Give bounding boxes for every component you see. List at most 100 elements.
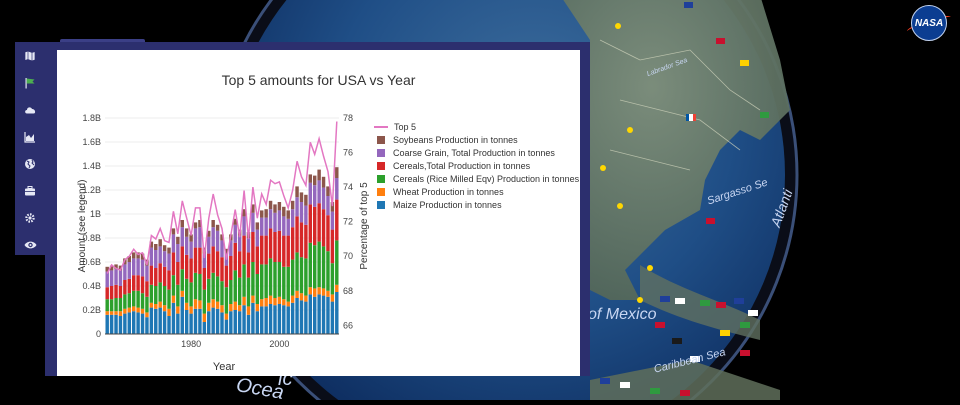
- bar-segment-soybeans: [264, 209, 268, 218]
- legend-item-coarse-grain[interactable]: Coarse Grain, Total Production in tonnes: [373, 146, 579, 159]
- bar-segment-cereals-rice: [149, 284, 154, 303]
- bar-segment-coarse-grain: [251, 212, 255, 232]
- bar-segment-cereals-rice: [229, 280, 233, 304]
- bar-segment-coarse-grain: [176, 244, 180, 262]
- legend-item-wheat[interactable]: Wheat Production in tonnes: [373, 185, 579, 198]
- chart-svg[interactable]: 0 0.2B 0.4B 0.6B 0.8B 1B 1.2B 1.4B 1.6B 1.8B 66 68 7…: [57, 50, 580, 376]
- bar-segment-maize: [335, 292, 339, 334]
- y-tick-label: 0.6B: [82, 257, 101, 267]
- bar-segment-cereals-total: [290, 227, 295, 260]
- legend-item-soybeans[interactable]: Soybeans Production in tonnes: [373, 133, 579, 146]
- bar-segment-coarse-grain: [154, 250, 158, 268]
- panel-drag-tab[interactable]: [60, 39, 145, 44]
- bar-segment-maize: [154, 308, 158, 334]
- bar-segment-maize: [109, 314, 114, 334]
- bar-segment-maize: [251, 302, 255, 334]
- sidebar-item-globe[interactable]: [22, 156, 38, 172]
- sidebar-item-cloud[interactable]: [22, 102, 38, 118]
- y2-tick-label: 72: [343, 217, 353, 227]
- bar-segment-soybeans: [220, 234, 224, 241]
- legend-swatch-coarse-grain: [377, 148, 385, 157]
- bar-segment-maize: [184, 310, 189, 334]
- bar-segment-coarse-grain: [304, 205, 308, 225]
- bar-segment-soybeans: [224, 248, 229, 254]
- bar-segment-cereals-total: [277, 230, 282, 262]
- bar-segment-cereals-total: [317, 203, 321, 242]
- bar-segment-coarse-grain: [189, 241, 193, 259]
- chart-container[interactable]: Top 5 amounts for USA vs Year 0 0.2B 0.4B 0…: [57, 50, 580, 376]
- bar-segment-maize: [114, 314, 118, 334]
- bar-segment-soybeans: [109, 265, 114, 271]
- y2-tick-label: 66: [343, 320, 353, 330]
- sidebar-item-briefcase[interactable]: [22, 183, 38, 199]
- bar-segment-maize: [140, 313, 145, 334]
- legend-item-maize[interactable]: Maize Production in tonnes: [373, 198, 579, 211]
- bar-segment-cereals-rice: [127, 293, 132, 308]
- bar-segment-coarse-grain: [273, 212, 277, 232]
- bar-segment-cereals-rice: [105, 299, 109, 312]
- bar-segment-maize: [312, 296, 317, 334]
- bar-segment-maize: [255, 311, 260, 334]
- bar-segment-soybeans: [215, 224, 220, 231]
- bar-segment-cereals-total: [198, 247, 202, 274]
- bar-segment-soybeans: [299, 192, 304, 202]
- bar-segment-cereals-total: [233, 242, 237, 271]
- sidebar-item-flag[interactable]: [22, 75, 38, 91]
- bar-segment-cereals-total: [162, 266, 167, 286]
- bar-segment-soybeans: [176, 236, 180, 244]
- legend-item-cereals-rice[interactable]: Cereals (Rice Milled Eqv) Production in …: [373, 172, 579, 185]
- bar-segment-wheat: [131, 306, 136, 312]
- bar-segment-cereals-total: [211, 246, 215, 273]
- bar-segment-coarse-grain: [233, 224, 237, 243]
- bar-segment-coarse-grain: [123, 264, 127, 280]
- bar-segment-wheat: [246, 306, 251, 315]
- bar-segment-maize: [131, 311, 136, 334]
- area-chart-icon: [24, 132, 35, 143]
- bar-segment-coarse-grain: [312, 185, 317, 207]
- sidebar-item-area-chart[interactable]: [22, 129, 38, 145]
- bar-segment-wheat: [229, 304, 233, 312]
- bar-segment-wheat: [184, 302, 189, 310]
- bar-segment-wheat: [326, 290, 330, 297]
- bar-segment-cereals-rice: [255, 274, 260, 304]
- sidebar-item-map[interactable]: [22, 48, 38, 64]
- bar-segment-cereals-rice: [180, 269, 184, 291]
- bar-segment-maize: [286, 306, 290, 334]
- legend-item-cereals-total[interactable]: Cereals,Total Production in tonnes: [373, 159, 579, 172]
- y2-tick-label: 70: [343, 251, 353, 261]
- bar-segment-cereals-rice: [286, 266, 290, 302]
- bar-segment-coarse-grain: [109, 270, 114, 286]
- bar-segment-maize: [282, 305, 286, 334]
- globe-icon: [25, 159, 35, 169]
- legend-label-cereals-rice: Cereals (Rice Milled Eqv) Production in …: [393, 173, 580, 184]
- briefcase-icon: [25, 186, 35, 196]
- bar-segment-coarse-grain: [237, 235, 242, 252]
- bar-segment-soybeans: [131, 252, 136, 259]
- bar-segment-coarse-grain: [317, 180, 321, 204]
- bar-segment-coarse-grain: [158, 246, 162, 264]
- bar-segment-cereals-rice: [268, 258, 273, 296]
- bar-segment-coarse-grain: [167, 253, 171, 271]
- y2-tick-label: 68: [343, 286, 353, 296]
- bar-segment-wheat: [158, 301, 162, 308]
- bar-segment-coarse-grain: [326, 196, 330, 216]
- legend-item-top5[interactable]: Top 5: [373, 120, 579, 133]
- bar-segment-coarse-grain: [229, 240, 233, 256]
- y-tick-label: 0.2B: [82, 305, 101, 315]
- bar-segment-coarse-grain: [207, 236, 211, 254]
- legend-label-soybeans: Soybeans Production in tonnes: [393, 134, 518, 145]
- bar-segment-soybeans: [136, 252, 140, 259]
- sidebar-item-eye[interactable]: [22, 237, 38, 253]
- bar-segment-wheat: [268, 295, 273, 304]
- bar-segment-coarse-grain: [255, 229, 260, 247]
- bar-segment-wheat: [149, 302, 154, 308]
- bar-segment-cereals-total: [105, 287, 109, 300]
- bar-segment-cereals-rice: [131, 290, 136, 307]
- bar-segment-cereals-rice: [136, 290, 140, 308]
- sidebar-item-settings[interactable]: [22, 210, 38, 226]
- nasa-logo[interactable]: NASA: [911, 5, 947, 41]
- bar-segment-maize: [158, 307, 162, 334]
- bar-segment-soybeans: [308, 174, 313, 183]
- bar-segment-cereals-rice: [224, 287, 229, 314]
- bar-segment-cereals-total: [127, 278, 132, 294]
